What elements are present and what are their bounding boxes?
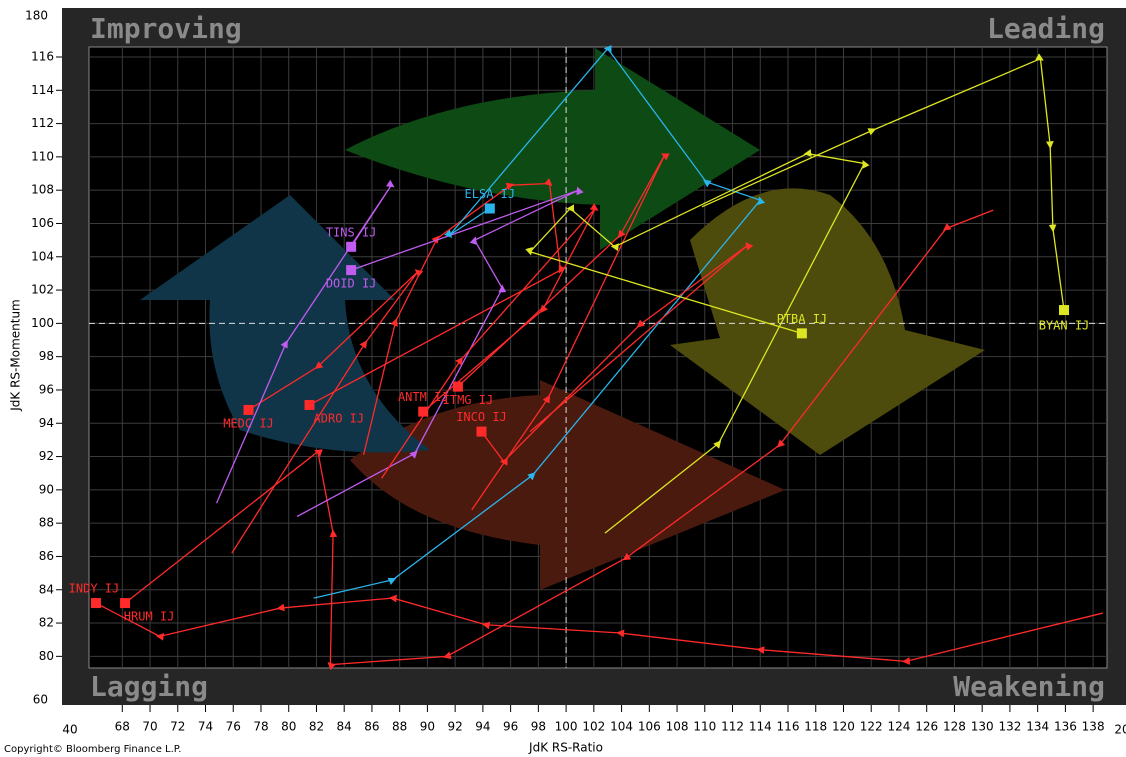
y-break-label: 180 (25, 9, 48, 23)
y-break-label: 60 (33, 693, 48, 707)
data-layer: INDY IJ HRUM IJ MEDC IJ ADRO IJ TINS IJ DOID … (69, 44, 1107, 671)
y-tick-label: 92 (39, 449, 54, 463)
end-point (418, 406, 429, 417)
series-label: TINS IJ (326, 225, 377, 239)
x-axis-label: JdK RS-Ratio (528, 741, 603, 755)
x-break-label: 20 (1114, 723, 1126, 737)
x-tick-label: 120 (832, 720, 855, 734)
x-tick-label: 70 (142, 720, 157, 734)
y-tick-label: 96 (39, 382, 54, 396)
y-tick-label: 80 (39, 649, 54, 663)
x-tick-label: 132 (998, 720, 1021, 734)
end-point (90, 598, 101, 609)
x-tick-label: 138 (1082, 720, 1105, 734)
trail (525, 149, 870, 534)
x-tick-label: 82 (309, 720, 324, 734)
x-tick-label: 134 (1026, 720, 1049, 734)
x-tick-label: 102 (582, 720, 605, 734)
x-tick-label: 96 (503, 720, 518, 734)
y-tick-label: 116 (31, 49, 54, 63)
x-tick-label: 92 (448, 720, 463, 734)
quadrant-label: Weakening (953, 670, 1105, 703)
y-tick-label: 84 (39, 582, 54, 596)
x-tick-label: 78 (253, 720, 268, 734)
y-tick-label: 110 (31, 149, 54, 163)
y-tick-label: 94 (39, 416, 54, 430)
y-tick-label: 90 (39, 482, 54, 496)
series-label: INDY IJ (69, 582, 120, 596)
x-tick-label: 74 (198, 720, 213, 734)
series-label: HRUM IJ (124, 610, 175, 624)
y-tick-label: 104 (31, 249, 54, 263)
x-tick-label: 114 (749, 720, 772, 734)
series-label: INCO IJ (456, 410, 507, 424)
trail (216, 179, 395, 504)
series-label: DOID IJ (326, 277, 377, 291)
x-tick-label: 112 (721, 720, 744, 734)
quadrant-label: Lagging (90, 670, 208, 703)
x-tick-label: 128 (943, 720, 966, 734)
y-tick-label: 82 (39, 616, 54, 630)
quadrant-label: Leading (987, 12, 1105, 45)
y-tick-label: 106 (31, 216, 54, 230)
y-axis-label: JdK RS-Momentum (9, 299, 23, 412)
series-label: ITMG IJ (443, 393, 494, 407)
x-tick-label: 110 (693, 720, 716, 734)
x-tick-label: 104 (610, 720, 633, 734)
y-tick-label: 100 (31, 316, 54, 330)
x-tick-label: 122 (860, 720, 883, 734)
trail (124, 209, 994, 671)
y-tick-label: 88 (39, 516, 54, 530)
x-tick-label: 124 (888, 720, 911, 734)
series-label: ADRO IJ (314, 411, 365, 425)
y-tick-label: 98 (39, 349, 54, 363)
series-label: BYAN IJ (1039, 319, 1090, 333)
x-tick-label: 118 (804, 720, 827, 734)
x-tick-label: 84 (337, 720, 352, 734)
end-point (476, 426, 487, 437)
trail (701, 53, 1065, 311)
y-tick-label: 102 (31, 283, 54, 297)
x-tick-label: 90 (420, 720, 435, 734)
x-tick-label: 126 (915, 720, 938, 734)
x-tick-label: 94 (475, 720, 490, 734)
x-tick-label: 106 (638, 720, 661, 734)
x-tick-label: 116 (777, 720, 800, 734)
quadrant-label: Improving (90, 12, 242, 45)
x-tick-label: 100 (555, 720, 578, 734)
x-tick-label: 80 (281, 720, 296, 734)
y-tick-label: 86 (39, 549, 54, 563)
end-point (796, 328, 807, 339)
series-label: ANTM IJ (398, 390, 449, 404)
x-break-label: 40 (62, 723, 77, 737)
x-tick-label: 130 (971, 720, 994, 734)
end-point (484, 203, 495, 214)
x-tick-label: 98 (531, 720, 546, 734)
end-point (304, 399, 315, 410)
end-point (120, 598, 131, 609)
x-tick-label: 88 (392, 720, 407, 734)
y-tick-label: 114 (31, 83, 54, 97)
end-point (243, 404, 254, 415)
y-tick-label: 112 (31, 116, 54, 130)
x-tick-label: 76 (226, 720, 241, 734)
end-point (1059, 305, 1070, 316)
x-tick-label: 72 (170, 720, 185, 734)
series-label: MEDC IJ (223, 416, 274, 430)
end-point (346, 241, 357, 252)
x-tick-label: 136 (1054, 720, 1077, 734)
y-tick-label: 108 (31, 183, 54, 197)
end-point (346, 265, 357, 276)
x-tick-label: 108 (666, 720, 689, 734)
x-tick-label: 86 (364, 720, 379, 734)
series-label: ELSA IJ (465, 187, 516, 201)
copyright: Copyright© Bloomberg Finance L.P. (4, 744, 181, 755)
end-point (452, 381, 463, 392)
series-label: PTBA IJ (777, 312, 828, 326)
x-tick-label: 68 (115, 720, 130, 734)
